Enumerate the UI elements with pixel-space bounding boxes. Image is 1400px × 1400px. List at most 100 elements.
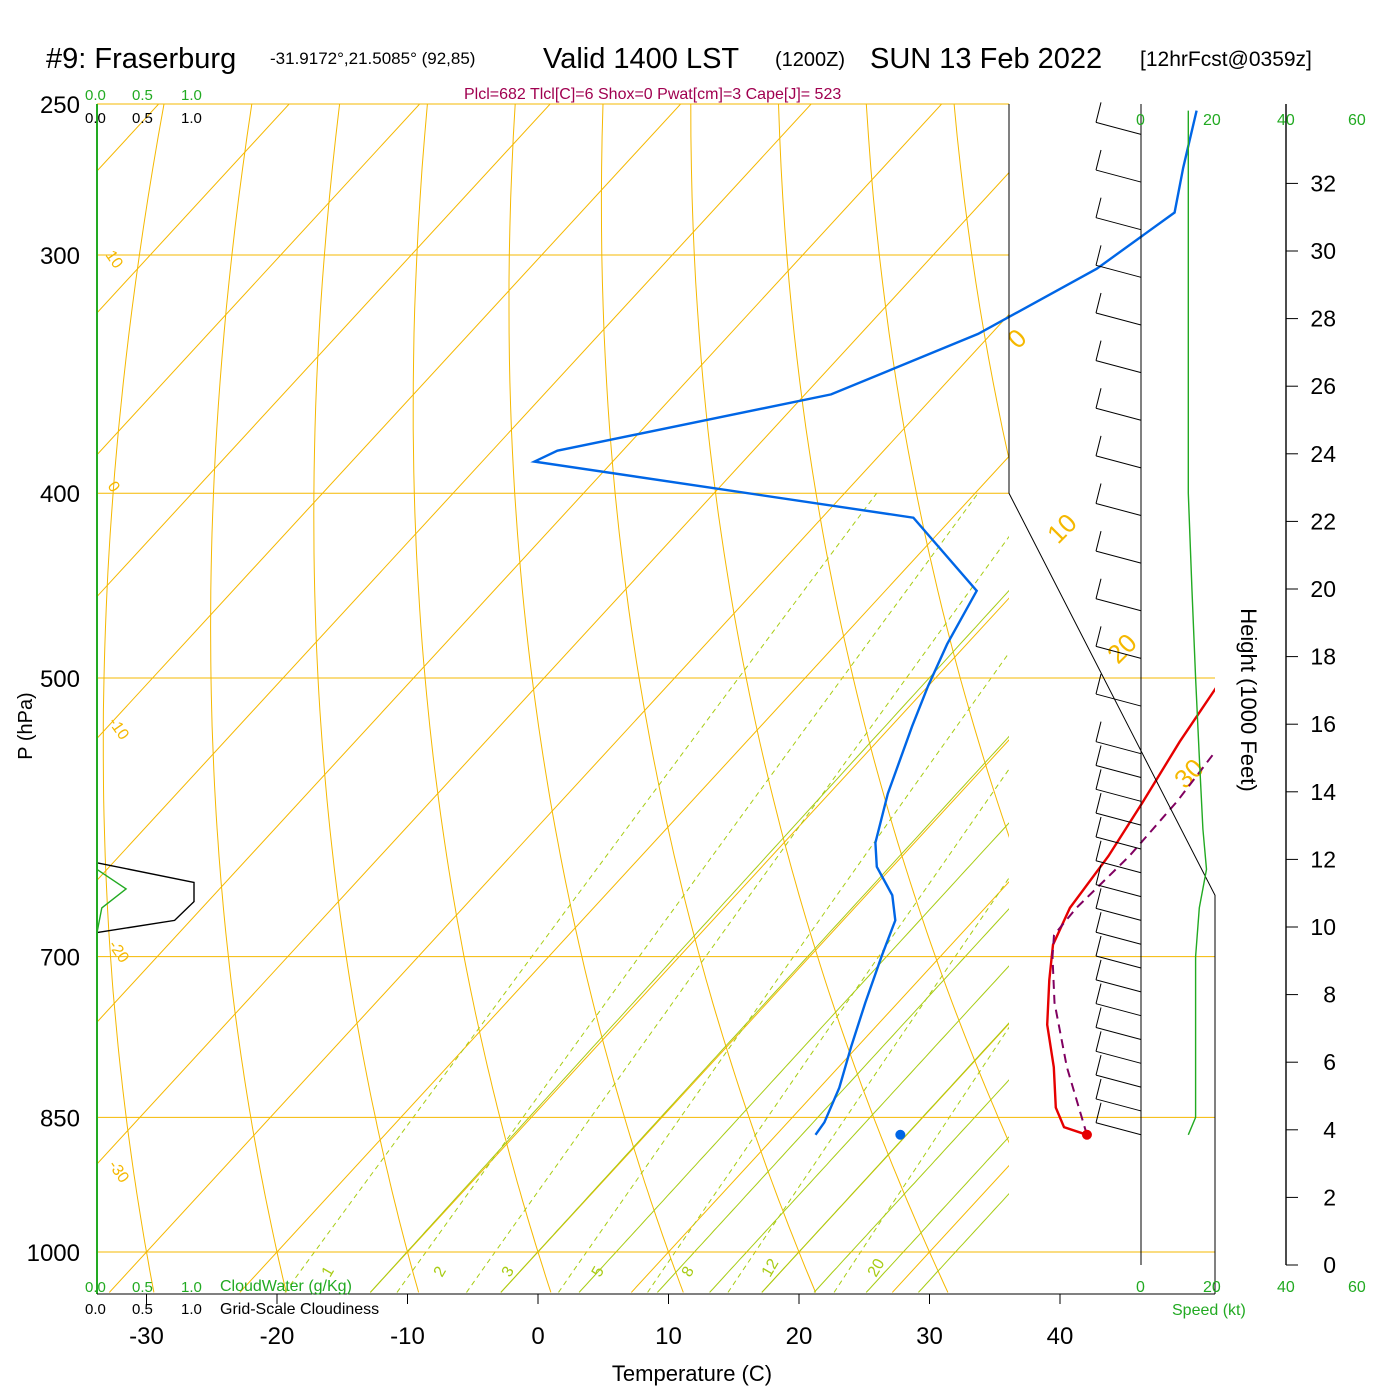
height-tick-label: 28	[1310, 306, 1336, 332]
isotherm-line	[97, 104, 682, 740]
dry-adiabat-line	[412, 104, 552, 1293]
height-tick-label: 12	[1310, 846, 1336, 872]
cloudiness-tick-top-0: 0.0	[85, 110, 106, 127]
wind-barb-flag	[1095, 531, 1102, 552]
dry-adiabat-line	[210, 104, 287, 1293]
wind-barb-staff	[1095, 931, 1142, 945]
speed-tick-bottom-2: 40	[1277, 1279, 1295, 1296]
height-tick-label: 10	[1310, 914, 1336, 940]
pressure-tick-label: 700	[40, 945, 80, 972]
wind-barb-flag	[1095, 340, 1102, 361]
moist-adiabat-line	[709, 965, 1009, 1293]
wind-barb-staff	[1095, 1050, 1142, 1064]
height-tick-label: 18	[1310, 644, 1336, 670]
wind-barb-flag	[1095, 1007, 1102, 1028]
wind-barb-flag	[1095, 483, 1102, 504]
isotherm-line	[761, 1023, 1009, 1293]
height-tick-label: 0	[1323, 1252, 1336, 1278]
speed-tick-top-2: 40	[1277, 112, 1295, 129]
cloudwater-tick-bottom-2: 1.0	[181, 1279, 202, 1296]
temperature-tick-label: 10	[655, 1323, 682, 1350]
speed-axis-label: Speed (kt)	[1172, 1302, 1246, 1319]
thermo-lines	[97, 70, 1400, 1293]
cloudwater-tick-top-2: 1.0	[181, 87, 202, 104]
mixing-ratio-label: 20	[865, 1256, 889, 1280]
cloudwater-tick-bottom-1: 0.5	[132, 1279, 153, 1296]
temperature-tick-label: -10	[390, 1323, 425, 1350]
dry-adiabat-line	[313, 104, 420, 1293]
wind-barb-staff	[1095, 598, 1142, 612]
wind-barb-staff	[1095, 1027, 1142, 1040]
isotherm-label: -10	[105, 715, 132, 744]
dewpoint-profile	[530, 110, 1198, 1136]
wind-barb-staff	[1095, 1122, 1142, 1136]
mixing-ratio-line	[647, 768, 1009, 1293]
moist-adiabat-line	[578, 822, 1009, 1293]
isotherm-label: 20	[1101, 628, 1143, 670]
wind-barb-staff	[1095, 121, 1142, 135]
profile-clip	[530, 110, 1215, 1136]
wind-barb-staff	[1095, 812, 1142, 826]
cloudiness-tick-top-2: 1.0	[181, 110, 202, 127]
moist-adiabat-line	[761, 1022, 1009, 1293]
cloudiness-tick-bottom-1: 0.5	[132, 1301, 153, 1318]
height-tick-label: 16	[1310, 711, 1336, 737]
wind-barb-staff	[1095, 979, 1142, 993]
wind-barb-flag	[1095, 1102, 1102, 1123]
cloudwater-tick-top-1: 0.5	[132, 87, 153, 104]
moist-adiabat-line	[657, 908, 1009, 1293]
speed-tick-bottom-1: 20	[1203, 1279, 1221, 1296]
wind-barb-flag	[1095, 435, 1102, 456]
cloudiness-tick-bottom-2: 1.0	[181, 1301, 202, 1318]
sounding-profiles	[96, 110, 1215, 1140]
mixing-ratio-line	[396, 492, 979, 1293]
wind-barb-staff	[1095, 1074, 1142, 1088]
wind-barb-staff	[1095, 1098, 1142, 1112]
wind-barb-flag	[1095, 245, 1102, 266]
wind-barb-staff	[1095, 788, 1142, 802]
isotherm-label: 30	[1168, 753, 1210, 795]
valid-date: SUN 13 Feb 2022	[870, 43, 1102, 75]
cloudwater-tick-top-0: 0.0	[85, 87, 106, 104]
dry-adiabat-line	[690, 104, 949, 1293]
wind-barb-staff	[1095, 645, 1142, 659]
dry-adiabat-line	[102, 104, 165, 1293]
pressure-tick-label: 1000	[27, 1240, 80, 1267]
wind-barb-flag	[1095, 864, 1102, 885]
cloudiness-profile	[96, 862, 195, 934]
surface-temperature-dot	[1081, 1129, 1092, 1140]
station-title: #9: Fraserburg	[46, 43, 236, 75]
wind-barb-flag	[1095, 888, 1102, 909]
isotherm-line	[97, 104, 551, 598]
wind-barb-staff	[1095, 884, 1142, 898]
wind-barb-flag	[1095, 721, 1102, 742]
wind-barb-staff	[1095, 503, 1142, 516]
wind-barb-staff	[1095, 264, 1142, 278]
moist-adiabat-line	[813, 1079, 1009, 1293]
wind-barb-flag	[1095, 935, 1102, 957]
wind-barb-staff	[1095, 407, 1142, 421]
dry-adiabat-line	[1385, 70, 1400, 1292]
pressure-tick-label: 850	[40, 1105, 80, 1132]
mixing-ratio-line	[284, 492, 878, 1293]
height-tick-label: 24	[1310, 441, 1336, 467]
wind-barb-flag	[1095, 388, 1102, 409]
y-axis-title: P (hPa)	[15, 692, 37, 759]
wind-barb-flag	[1095, 1031, 1102, 1052]
station-coords: -31.9172°,21.5085° (92,85)	[270, 49, 475, 68]
isotherm-label: -20	[105, 938, 132, 967]
wind-barb-flag	[1095, 578, 1102, 599]
wind-barb-staff	[1095, 693, 1142, 707]
height-tick-label: 32	[1310, 170, 1336, 196]
stability-indices: Plcl=682 Tlcl[C]=6 Shox=0 Pwat[cm]=3 Cap…	[464, 86, 841, 103]
isotherm-line	[108, 313, 1009, 1293]
mixing-ratio-label: 8	[679, 1264, 698, 1280]
isotherm-line	[97, 104, 290, 314]
mixing-ratio-label: 2	[431, 1264, 450, 1280]
wind-barb-flag	[1095, 840, 1102, 861]
cloudiness-label: Grid-Scale Cloudiness	[220, 1301, 379, 1318]
wind-barb-staff	[1095, 860, 1142, 874]
